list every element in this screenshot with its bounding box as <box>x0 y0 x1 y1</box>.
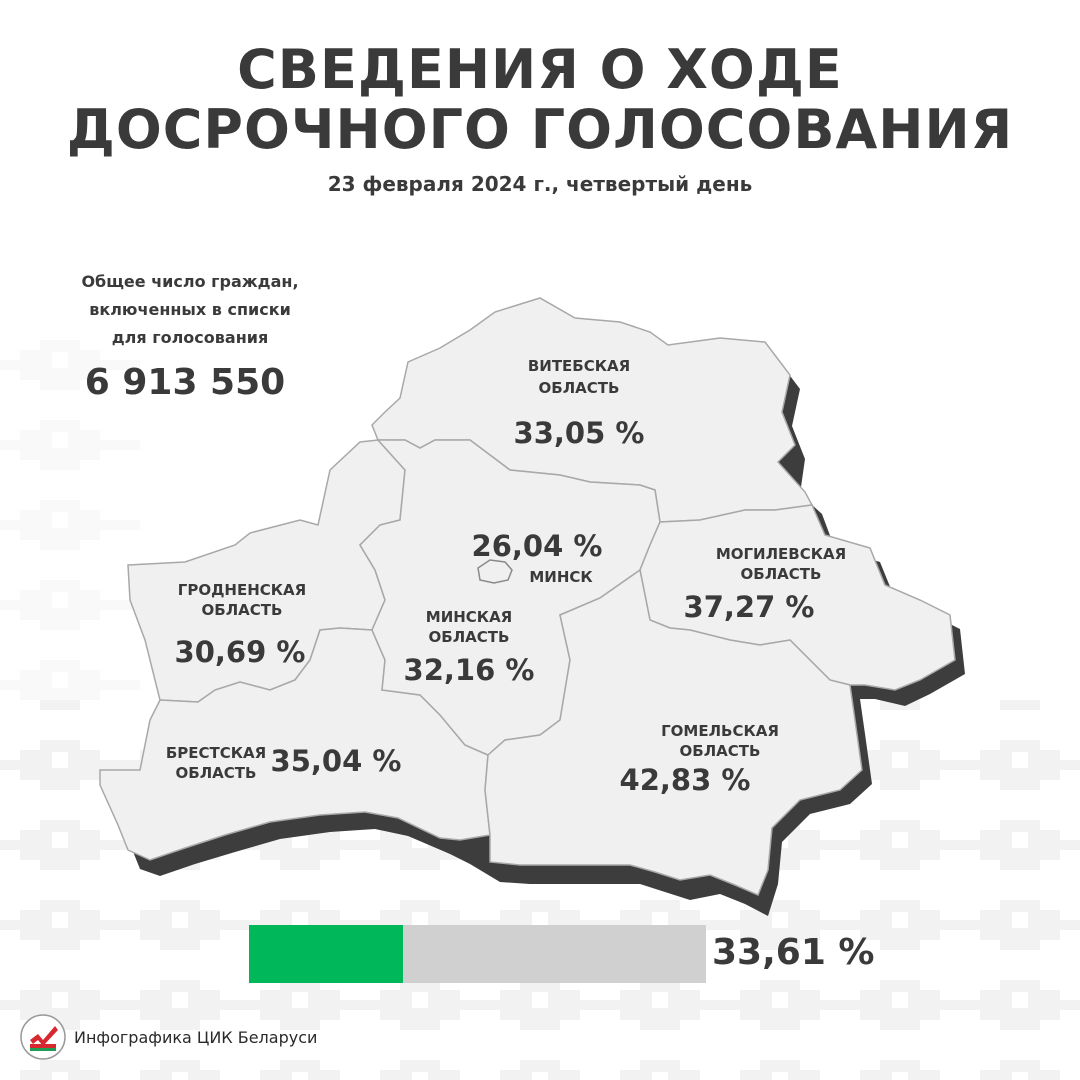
date-subtitle: 23 февраля 2024 г., четвертый день <box>327 172 753 196</box>
vitebsk-percent: 33,05 % <box>514 416 645 450</box>
overall-progress-fill <box>249 925 403 983</box>
total-label-line-3: для голосования <box>111 328 269 347</box>
footer: Инфографика ЦИК Беларуси <box>20 1012 317 1062</box>
label-mogilev: МОГИЛЕВСКАЯ ОБЛАСТЬ 37,27 % <box>684 545 847 624</box>
grodno-name-2: ОБЛАСТЬ <box>202 601 283 619</box>
label-vitebsk: ВИТЕБСКАЯ ОБЛАСТЬ 33,05 % <box>514 357 645 450</box>
total-voters-value: 6 913 550 <box>84 362 286 403</box>
vitebsk-name-2: ОБЛАСТЬ <box>539 379 620 397</box>
label-minsk-oblast: МИНСКАЯ ОБЛАСТЬ 32,16 % <box>404 608 535 687</box>
cec-belarus-logo-icon <box>20 1014 66 1060</box>
label-grodno: ГРОДНЕНСКАЯ ОБЛАСТЬ 30,69 % <box>175 581 307 669</box>
mogilev-name-2: ОБЛАСТЬ <box>741 565 822 583</box>
brest-name-1: БРЕСТСКАЯ <box>166 744 266 762</box>
brest-percent: 35,04 % <box>271 744 402 778</box>
region-gomel <box>484 568 863 896</box>
overall-percent: 33,61 % <box>712 932 875 973</box>
minsk-city-name: МИНСК <box>529 568 593 586</box>
label-minsk-city: 26,04 % МИНСК <box>472 529 603 586</box>
mogilev-name-1: МОГИЛЕВСКАЯ <box>716 545 846 563</box>
title-line-1: СВЕДЕНИЯ О ХОДЕ <box>237 38 843 101</box>
grodno-name-1: ГРОДНЕНСКАЯ <box>178 581 306 599</box>
overall-progress-bar <box>249 925 706 983</box>
minsk-oblast-name-1: МИНСКАЯ <box>426 608 512 626</box>
label-brest: БРЕСТСКАЯ ОБЛАСТЬ 35,04 % <box>166 744 402 782</box>
gomel-percent: 42,83 % <box>620 763 751 797</box>
region-minsk-city <box>477 559 513 584</box>
title-line-2: ДОСРОЧНОГО ГОЛОСОВАНИЯ <box>66 98 1014 161</box>
total-label-line-1: Общее число граждан, <box>81 272 299 291</box>
label-gomel: ГОМЕЛЬСКАЯ ОБЛАСТЬ 42,83 % <box>620 722 779 797</box>
total-voters-label: Общее число граждан, включенных в списки… <box>50 268 330 352</box>
minsk-city-percent: 26,04 % <box>472 529 603 563</box>
vitebsk-name-1: ВИТЕБСКАЯ <box>528 357 630 375</box>
grodno-percent: 30,69 % <box>175 635 306 669</box>
page-title: СВЕДЕНИЯ О ХОДЕ ДОСРОЧНОГО ГОЛОСОВАНИЯ <box>0 40 1080 160</box>
minsk-oblast-percent: 32,16 % <box>404 653 535 687</box>
gomel-name-1: ГОМЕЛЬСКАЯ <box>661 722 779 740</box>
total-label-line-2: включенных в списки <box>89 300 291 319</box>
gomel-name-2: ОБЛАСТЬ <box>680 742 761 760</box>
minsk-oblast-name-2: ОБЛАСТЬ <box>429 628 510 646</box>
mogilev-percent: 37,27 % <box>684 590 815 624</box>
footer-text: Инфографика ЦИК Беларуси <box>74 1027 318 1047</box>
brest-name-2: ОБЛАСТЬ <box>176 764 257 782</box>
